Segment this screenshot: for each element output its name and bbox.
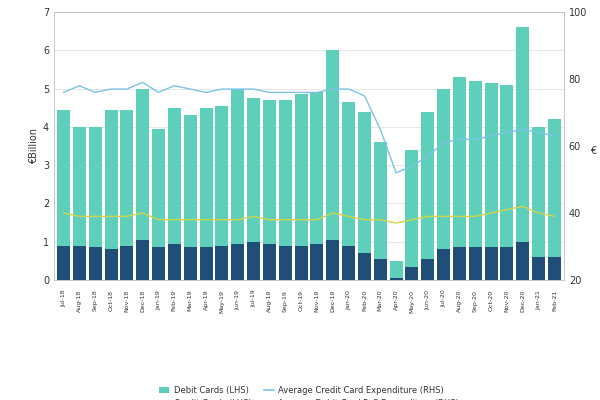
Bar xyxy=(453,77,466,248)
Bar xyxy=(517,27,529,242)
Bar xyxy=(200,108,212,248)
Bar xyxy=(279,100,292,246)
Bar xyxy=(374,142,387,259)
Bar xyxy=(136,240,149,280)
Bar xyxy=(89,127,101,248)
Bar xyxy=(358,253,371,280)
Bar xyxy=(263,244,276,280)
Bar xyxy=(279,246,292,280)
Bar xyxy=(421,112,434,259)
Bar xyxy=(231,244,244,280)
Bar xyxy=(152,129,165,248)
Bar xyxy=(485,83,497,248)
Bar xyxy=(437,88,450,249)
Bar xyxy=(168,244,181,280)
Bar xyxy=(548,119,561,257)
Bar xyxy=(263,100,276,244)
Bar xyxy=(374,259,387,280)
Bar xyxy=(89,248,101,280)
Y-axis label: €: € xyxy=(590,146,596,156)
Bar xyxy=(184,115,197,248)
Bar xyxy=(437,249,450,280)
Bar xyxy=(200,248,212,280)
Bar xyxy=(57,110,70,246)
Bar xyxy=(121,110,133,246)
Bar xyxy=(358,112,371,253)
Bar xyxy=(247,98,260,242)
Bar xyxy=(517,242,529,280)
Bar xyxy=(73,127,86,246)
Bar xyxy=(247,242,260,280)
Bar xyxy=(389,278,403,280)
Bar xyxy=(184,248,197,280)
Bar xyxy=(532,257,545,280)
Bar xyxy=(421,259,434,280)
Bar xyxy=(295,94,308,246)
Bar xyxy=(310,244,323,280)
Y-axis label: €Billion: €Billion xyxy=(29,128,39,164)
Bar xyxy=(469,248,482,280)
Bar xyxy=(500,248,514,280)
Bar xyxy=(121,246,133,280)
Bar xyxy=(231,88,244,244)
Bar xyxy=(342,102,355,246)
Bar xyxy=(73,246,86,280)
Bar xyxy=(342,246,355,280)
Bar xyxy=(548,257,561,280)
Bar xyxy=(168,108,181,244)
Bar xyxy=(104,110,118,249)
Bar xyxy=(389,261,403,278)
Bar xyxy=(215,246,229,280)
Bar xyxy=(406,150,418,266)
Bar xyxy=(485,248,497,280)
Bar xyxy=(215,106,229,246)
Bar xyxy=(326,50,339,240)
Bar xyxy=(136,88,149,240)
Bar xyxy=(326,240,339,280)
Bar xyxy=(500,85,514,248)
Bar xyxy=(310,92,323,244)
Bar xyxy=(453,248,466,280)
Bar xyxy=(295,246,308,280)
Bar xyxy=(57,246,70,280)
Bar xyxy=(532,127,545,257)
Bar xyxy=(152,248,165,280)
Bar xyxy=(406,266,418,280)
Bar xyxy=(469,81,482,248)
Bar xyxy=(104,249,118,280)
Legend: Debit Cards (LHS), Credit Cards (LHS), Average Credit Card Expenditure (RHS), Av: Debit Cards (LHS), Credit Cards (LHS), A… xyxy=(160,386,458,400)
